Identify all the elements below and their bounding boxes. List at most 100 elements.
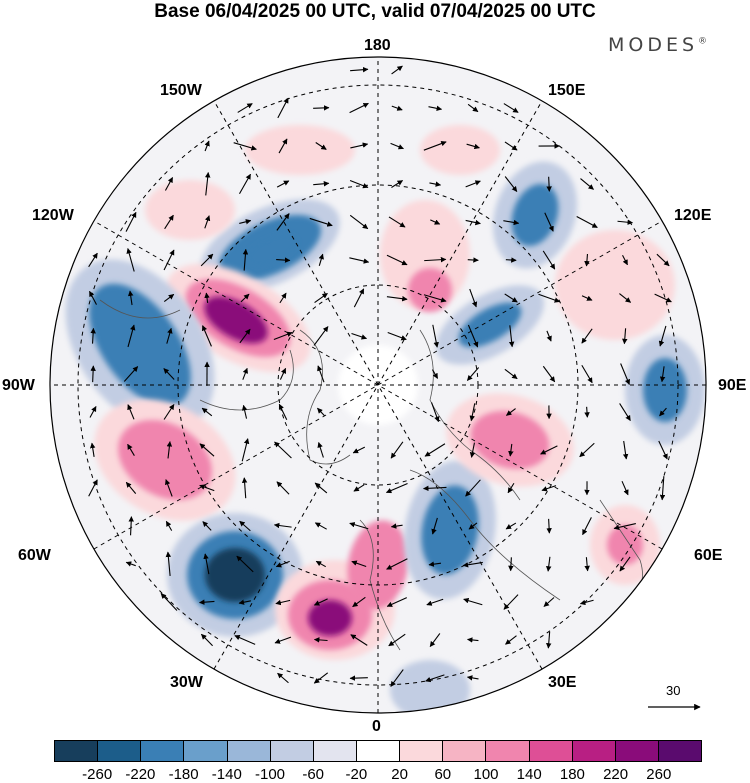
wind-vector-arrow [391,105,403,111]
wind-vector-arrow [505,408,516,416]
wind-vector-arrow [580,178,594,190]
wind-vector-arrow [619,556,631,572]
wind-vector-arrow [349,257,370,264]
wind-vector-arrow [579,599,594,606]
wind-vectors [88,65,672,687]
wind-vector-arrow [620,363,631,385]
wind-vector-arrow [658,325,667,347]
wind-vector-arrow [273,522,292,529]
wind-vector-arrow [239,173,251,195]
colorbar-swatch [55,741,98,761]
wind-vector-arrow [166,327,173,344]
wind-vector-arrow [543,597,555,607]
wind-vector-arrow [276,213,290,231]
wind-vector-arrow [465,180,481,188]
wind-vector-arrow [313,598,328,606]
wind-vector-arrow [278,138,288,154]
wind-vector-arrow [581,295,593,301]
wind-vector-arrow [386,558,408,570]
wind-vector-arrow [349,214,369,230]
colorbar-tick-label: -220 [125,766,156,783]
wind-vector-arrow [462,561,483,568]
anomaly-contour [205,548,265,602]
lon-label-30e: 30E [548,674,577,691]
wind-vector-arrow [545,556,552,572]
wind-vector-arrow [391,180,404,188]
colorbar-tick-label: 260 [646,766,672,783]
wind-vector-arrow [274,441,292,459]
wind-vector-arrow [313,637,328,643]
anomaly-contour [408,268,452,312]
wind-vector-arrow [237,103,253,113]
wind-vector-arrow [584,253,590,267]
wind-vector-arrow [238,599,251,605]
anomaly-contour [204,296,268,344]
wind-vector-arrow [201,325,212,347]
wind-vector-arrow [313,326,329,346]
lon-label-30w: 30W [170,674,203,691]
lon-label-150w: 150W [160,82,202,99]
wind-vector-arrow [504,176,518,192]
wind-vector-arrow [542,365,556,383]
wind-vector-arrow [199,443,215,457]
wind-vector-arrow [351,332,368,340]
wind-vector-arrow [127,443,135,456]
wind-vector-arrow [546,518,552,534]
coastline [199,349,294,411]
graticule [50,57,706,713]
colorbar-swatch [442,741,486,761]
vector-scale-label: 30 [666,683,681,698]
wind-vector-arrow [241,438,250,462]
coastline [359,519,401,651]
lon-label-60w: 60W [18,547,51,564]
coastline [299,329,351,465]
wind-vector-arrow [163,404,175,420]
wind-vector-arrow [277,97,289,119]
wind-vector-arrow [318,253,324,266]
wind-vector-arrow [349,675,368,681]
wind-vector-arrow [431,517,438,535]
lon-label-150e: 150E [548,82,586,99]
anomaly-contour [470,411,550,469]
wind-vector-arrow [617,219,634,225]
wind-vector-arrow [619,293,632,303]
wind-vector-arrow [163,293,175,303]
lon-label-0: 0 [372,718,381,735]
wind-vector-arrow [386,597,407,607]
colorbar-swatch [657,741,702,761]
wind-vector-arrow [234,635,256,645]
colorbar-tick-label: 140 [516,766,542,783]
wind-vector-arrow [242,367,248,380]
colorbar-swatch [571,741,615,761]
wind-vector-arrow [128,516,134,536]
wind-vector-arrow [353,288,365,308]
wind-vector-arrow [505,522,517,530]
colorbar-tick-label: -20 [345,766,368,783]
wind-vector-arrow [90,327,96,344]
wind-vector-arrow [466,367,480,381]
colorbar [54,740,702,762]
wind-vector-arrow [658,440,668,460]
wind-vector-arrow [508,443,514,457]
wind-vector-arrow [546,176,552,192]
brand-text: MODES [608,34,699,56]
wind-vector-arrow [349,180,369,189]
wind-vector-arrow [508,325,515,348]
wind-vector-arrow [276,481,290,495]
lon-label-90e: 90E [718,377,747,394]
anomaly-contour [643,358,687,422]
wind-vector-arrow [622,254,628,266]
wind-vector-arrow [163,249,175,271]
lon-label-180: 180 [364,37,391,54]
wind-vector-arrow [242,248,249,271]
lon-label-90w: 90W [2,377,35,394]
wind-vector-arrow [127,290,134,306]
wind-vector-arrow [233,142,257,151]
colorbar-tick-label: 180 [559,766,585,783]
anomaly-contour [607,525,643,565]
wind-vector-arrow [425,674,445,683]
wind-vector-arrow [89,406,97,418]
colorbar-tick-label: 220 [603,766,629,783]
wind-vector-arrow [166,441,173,459]
colorbar-swatch [226,741,270,761]
